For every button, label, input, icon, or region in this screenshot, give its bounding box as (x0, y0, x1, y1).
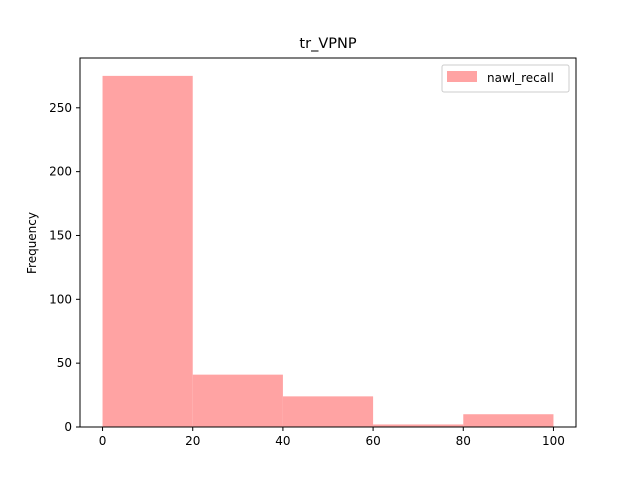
x-tick-label: 80 (456, 434, 471, 448)
bar-60-80 (373, 424, 464, 427)
x-tick-label: 100 (542, 434, 565, 448)
legend-label-nawl-recall: nawl_recall (487, 71, 554, 85)
y-tick-label: 0 (64, 420, 72, 434)
x-tick-label: 0 (99, 434, 107, 448)
x-tick-label: 40 (275, 434, 290, 448)
legend: nawl_recall (441, 64, 570, 93)
bar-20-40 (192, 374, 283, 427)
bar-0-20 (102, 75, 193, 428)
bars-group (102, 75, 554, 428)
plot-frame (79, 57, 577, 428)
legend-swatch-nawl-recall (447, 71, 477, 82)
y-tick-label: 100 (49, 292, 72, 306)
x-tick-label: 20 (185, 434, 200, 448)
chart-title: tr_VPNP (299, 36, 356, 52)
x-axis-ticks: 0 20 40 60 80 100 (99, 427, 565, 448)
y-axis-label: Frequency (25, 212, 39, 274)
x-tick-label: 60 (365, 434, 380, 448)
y-axis-ticks: 0 50 100 150 200 250 (49, 101, 80, 434)
bar-80-100 (463, 414, 554, 427)
y-tick-label: 150 (49, 228, 72, 242)
y-tick-label: 200 (49, 165, 72, 179)
y-tick-label: 250 (49, 101, 72, 115)
bar-40-60 (282, 396, 374, 427)
y-tick-label: 50 (57, 356, 72, 370)
